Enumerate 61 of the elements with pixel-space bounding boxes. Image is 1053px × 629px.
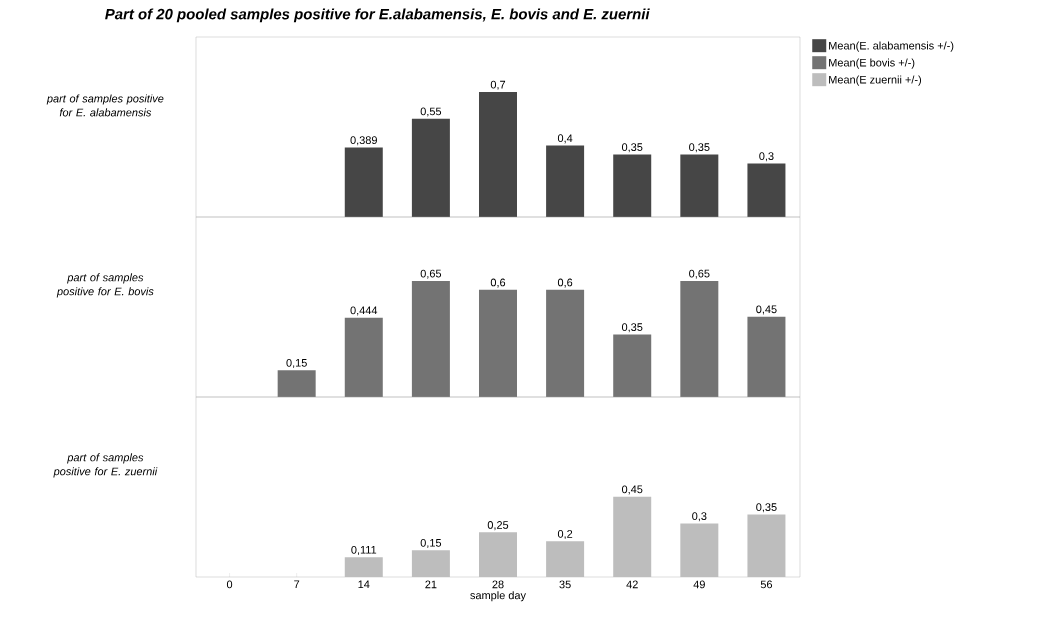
bar	[344, 147, 383, 217]
data-label: 0,2	[557, 530, 573, 540]
x-tick-label: 7	[294, 580, 300, 589]
legend-label: Mean(E bovis +/-)	[829, 58, 915, 69]
bar	[747, 316, 786, 397]
data-label: 0,45	[621, 485, 643, 495]
bar	[680, 154, 719, 217]
x-tick-label: 35	[559, 580, 571, 589]
bar	[344, 317, 383, 397]
bar	[613, 154, 652, 217]
data-label: 0,35	[621, 323, 643, 333]
y-axis-title: part of samples positive for E. alabamensis	[46, 94, 164, 117]
data-label: 0,35	[689, 143, 710, 153]
data-label: 0,6	[490, 278, 506, 288]
bar	[344, 557, 383, 578]
data-label: 0,111	[351, 545, 377, 555]
data-label: 0,45	[756, 305, 777, 315]
bar	[479, 92, 517, 217]
data-label: 0,15	[286, 358, 307, 369]
bar	[546, 145, 585, 217]
data-label: 0,65	[420, 269, 442, 279]
y-axis-title: part of samples positive for E. bovis	[56, 273, 154, 298]
bar	[479, 289, 517, 397]
data-label: 0,25	[487, 521, 509, 531]
data-label: 0,65	[689, 269, 710, 279]
data-label: 0,3	[692, 512, 707, 522]
x-axis-title: sample day	[470, 591, 526, 602]
bar	[411, 550, 450, 578]
bar	[546, 289, 585, 397]
bar	[277, 370, 316, 397]
data-label: 0,6	[557, 278, 573, 288]
legend-label: Mean(E zuernii +/-)	[829, 75, 922, 86]
data-label: 0,55	[420, 107, 442, 117]
data-label: 0,7	[490, 80, 506, 90]
data-label: 0,3	[759, 152, 774, 162]
data-label: 0,35	[621, 143, 643, 153]
x-tick-label: 0	[226, 580, 233, 589]
bar	[680, 523, 719, 578]
bar	[747, 514, 786, 578]
bar	[411, 118, 450, 217]
x-tick-label: 14	[358, 580, 370, 589]
bar	[613, 334, 652, 397]
legend-label: Mean(E. alabamensis +/-)	[829, 41, 954, 52]
x-tick-label: 21	[425, 580, 437, 589]
bar	[479, 532, 517, 578]
chart-title: Part of 20 pooled samples positive for E.alabamensis, E. bovis and E. zuernii	[105, 8, 650, 23]
bar	[747, 163, 786, 217]
bar	[680, 280, 719, 397]
data-label: 0,35	[756, 503, 777, 513]
x-tick-label: 42	[626, 580, 638, 589]
data-label: 0,15	[420, 538, 442, 549]
x-tick-label: 49	[693, 580, 705, 589]
bar	[613, 496, 652, 578]
bar	[411, 280, 450, 397]
data-label: 0,4	[557, 134, 573, 144]
y-axis-title: part of samples positive for E. zuernii	[53, 453, 158, 478]
data-label: 0,389	[350, 136, 377, 146]
x-tick-label: 28	[492, 580, 504, 589]
data-label: 0,444	[350, 306, 378, 316]
x-tick-label: 56	[760, 580, 773, 589]
bar	[546, 541, 585, 578]
